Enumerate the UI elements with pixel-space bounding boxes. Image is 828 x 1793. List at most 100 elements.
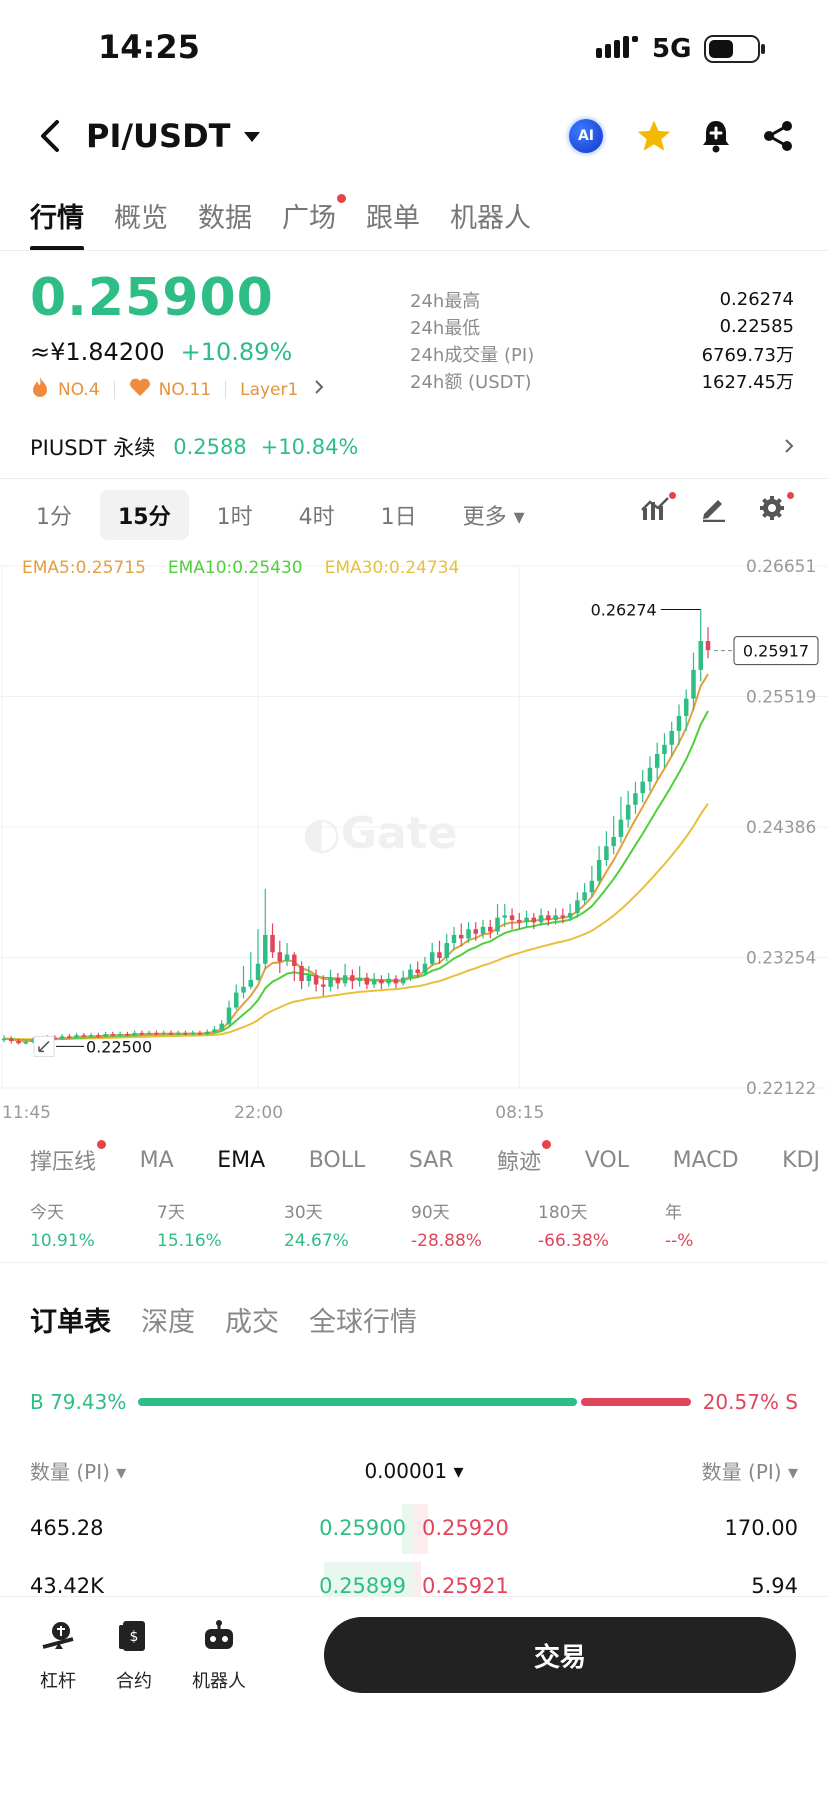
tab-2[interactable]: 数据 — [198, 203, 252, 234]
candle-body — [16, 1040, 21, 1044]
candle-body — [422, 963, 428, 973]
candle-body — [560, 915, 566, 918]
buy-sell-ratio: B 79.43% 20.57% S — [30, 1390, 798, 1414]
indicator-tab-5[interactable]: 鲸迹 — [497, 1140, 552, 1176]
ask-qty-header[interactable]: 数量 (PI) ▾ — [701, 1460, 798, 1484]
candle-body — [204, 1031, 210, 1035]
orderbook-tab-1[interactable]: 深度 — [141, 1307, 195, 1338]
chart-tools — [640, 492, 794, 526]
candle-body — [9, 1038, 14, 1041]
timeframe-3[interactable]: 4时 — [298, 505, 335, 530]
tab-5[interactable]: 机器人 — [450, 203, 531, 234]
candle-body — [59, 1036, 65, 1039]
timeframe-0[interactable]: 1分 — [36, 505, 72, 530]
tab-4[interactable]: 跟单 — [366, 203, 420, 234]
kline-chart-svg[interactable]: 0.26651 0.25519 0.24386 0.23254 0.22122 11:45… — [0, 548, 828, 1128]
candle-body — [364, 977, 370, 985]
ema10-line — [3, 710, 709, 1042]
bottom-nav-item-2[interactable]: 机器人 — [192, 1619, 246, 1693]
tab-1[interactable]: 概览 — [114, 203, 168, 234]
performance-period: 30天 — [284, 1203, 323, 1223]
precision-selector[interactable]: 0.00001 ▾ — [364, 1458, 464, 1483]
candle-body — [662, 744, 667, 754]
ask-quantity: 170.00 — [724, 1516, 798, 1540]
candle-body — [371, 979, 377, 985]
candle-body — [233, 992, 239, 1008]
candle-body — [611, 836, 616, 847]
ai-icon[interactable]: AI — [560, 110, 612, 162]
y-tick-label: 0.25519 — [746, 687, 816, 707]
indicator-tab-0[interactable]: 撑压线 — [30, 1140, 107, 1176]
indicator-tabs: 撑压线 MA EMA BOLL SAR 鲸迹 VOL MACD KDJ — [30, 1140, 820, 1176]
bottom-nav-label: 合约 — [116, 1671, 152, 1692]
bottom-nav-item-0[interactable]: 杠杆 — [40, 1619, 76, 1693]
timeframe-2[interactable]: 1时 — [216, 505, 253, 530]
chevron-right-icon[interactable] — [314, 379, 324, 400]
performance-value: -66.38% — [538, 1231, 609, 1251]
candle-body — [342, 975, 348, 984]
orderbook-tab-3[interactable]: 全球行情 — [309, 1307, 417, 1338]
bottom-nav-item-1[interactable]: $ 合约 — [116, 1619, 152, 1693]
category-tag[interactable]: Layer1 — [240, 379, 299, 400]
candle-body — [451, 934, 457, 944]
candle-body — [466, 929, 471, 939]
stat-row: 24h成交量 (PI) 6769.73万 — [410, 340, 794, 367]
pair-selector[interactable]: PI/USDT — [86, 117, 261, 155]
share-icon[interactable] — [752, 110, 804, 162]
orderbook-tab-0[interactable]: 订单表 — [30, 1307, 111, 1338]
performance-value: -28.88% — [411, 1231, 482, 1251]
candle-body — [488, 926, 493, 932]
star-icon[interactable] — [628, 110, 680, 162]
tab-3[interactable]: 广场 — [282, 194, 346, 235]
indicator-tab-6[interactable]: VOL — [584, 1147, 629, 1173]
timeframe-4[interactable]: 1日 — [380, 505, 417, 530]
rank-tag-2[interactable]: NO.11 — [158, 379, 212, 400]
bid-qty-header[interactable]: 数量 (PI) ▾ — [30, 1460, 127, 1484]
tab-0[interactable]: 行情 — [30, 196, 84, 251]
ema5-label: EMA5:0.25715 — [22, 558, 146, 578]
candle-body — [350, 975, 355, 982]
candle-body — [458, 934, 464, 939]
candle-body — [241, 986, 246, 993]
performance-item: 30天 24.67% — [284, 1198, 411, 1251]
rank-tag-1[interactable]: NO.4 — [58, 379, 100, 400]
settings-gear-icon[interactable] — [758, 492, 794, 526]
indicator-tab-2[interactable]: EMA — [217, 1147, 266, 1173]
performance-value: 10.91% — [30, 1231, 95, 1251]
draw-pencil-icon[interactable] — [700, 494, 728, 526]
candle-body — [103, 1034, 108, 1037]
timeframe-1[interactable]: 15分 — [100, 490, 189, 540]
candle-body — [248, 979, 254, 987]
perp-row[interactable]: PIUSDT 永续 0.2588 +10.84% — [30, 432, 794, 462]
indicator-tab-7[interactable]: MACD — [672, 1147, 739, 1173]
y-tick-label: 0.22122 — [746, 1079, 816, 1099]
candle-body — [625, 804, 631, 820]
indicator-tab-3[interactable]: BOLL — [308, 1147, 366, 1173]
candle-body — [604, 846, 609, 861]
indicator-tab-8[interactable]: KDJ — [782, 1147, 820, 1173]
x-tick-label: 08:15 — [495, 1103, 544, 1123]
network-label: 5G — [652, 34, 692, 64]
performance-item: 90天 -28.88% — [411, 1198, 538, 1251]
candle-body — [299, 966, 304, 982]
bid-quantity: 465.28 — [30, 1516, 104, 1540]
back-icon[interactable] — [24, 110, 76, 162]
timeframe-tabs: 1分 15分 1时 4时 1日 更多 ▾ — [18, 490, 553, 540]
indicator-tab-4[interactable]: SAR — [408, 1147, 454, 1173]
candle-body — [676, 715, 682, 731]
timeframe-5[interactable]: 更多 ▾ — [462, 505, 525, 530]
orderbook-row[interactable]: 465.28 0.25900 0.25920 170.00 — [0, 1500, 828, 1558]
indicator-tab-1[interactable]: MA — [139, 1147, 174, 1173]
trade-button[interactable]: 交易 — [324, 1617, 796, 1693]
bottom-nav-label: 机器人 — [192, 1671, 246, 1692]
stat-value: 6769.73万 — [701, 344, 794, 366]
orderbook-header: 数量 (PI) ▾ 0.00001 ▾ 数量 (PI) ▾ — [30, 1456, 798, 1485]
candle-body — [415, 969, 420, 973]
orderbook-tab-2[interactable]: 成交 — [225, 1307, 279, 1338]
candle-body — [96, 1035, 101, 1037]
stat-value: 0.26274 — [719, 289, 794, 310]
kline-chart[interactable]: 0.26651 0.25519 0.24386 0.23254 0.22122 11:45… — [0, 548, 828, 1128]
bell-add-icon[interactable] — [690, 110, 742, 162]
candle-body — [633, 793, 638, 805]
indicator-chart-icon[interactable] — [640, 492, 676, 526]
